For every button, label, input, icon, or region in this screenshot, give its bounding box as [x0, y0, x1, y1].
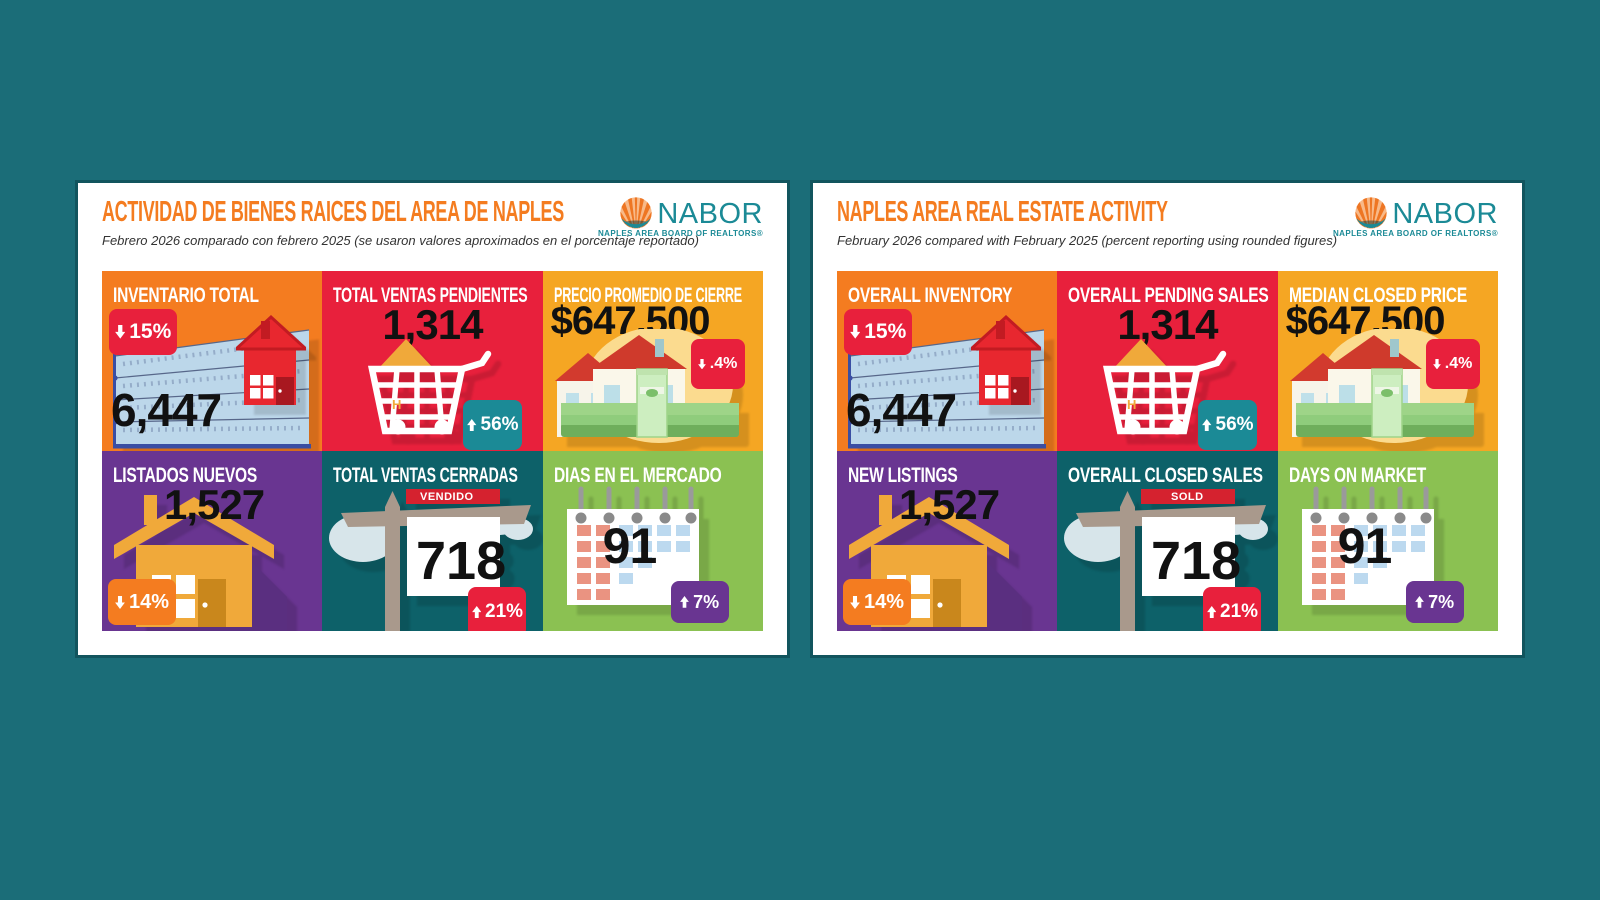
- svg-text:VENDIDO: VENDIDO: [420, 491, 474, 503]
- svg-text:H: H: [1127, 397, 1136, 412]
- svg-text:SOLD: SOLD: [1171, 491, 1204, 503]
- svg-text:H: H: [392, 397, 401, 412]
- svg-text:718: 718: [1151, 531, 1241, 591]
- svg-text:718: 718: [416, 531, 506, 591]
